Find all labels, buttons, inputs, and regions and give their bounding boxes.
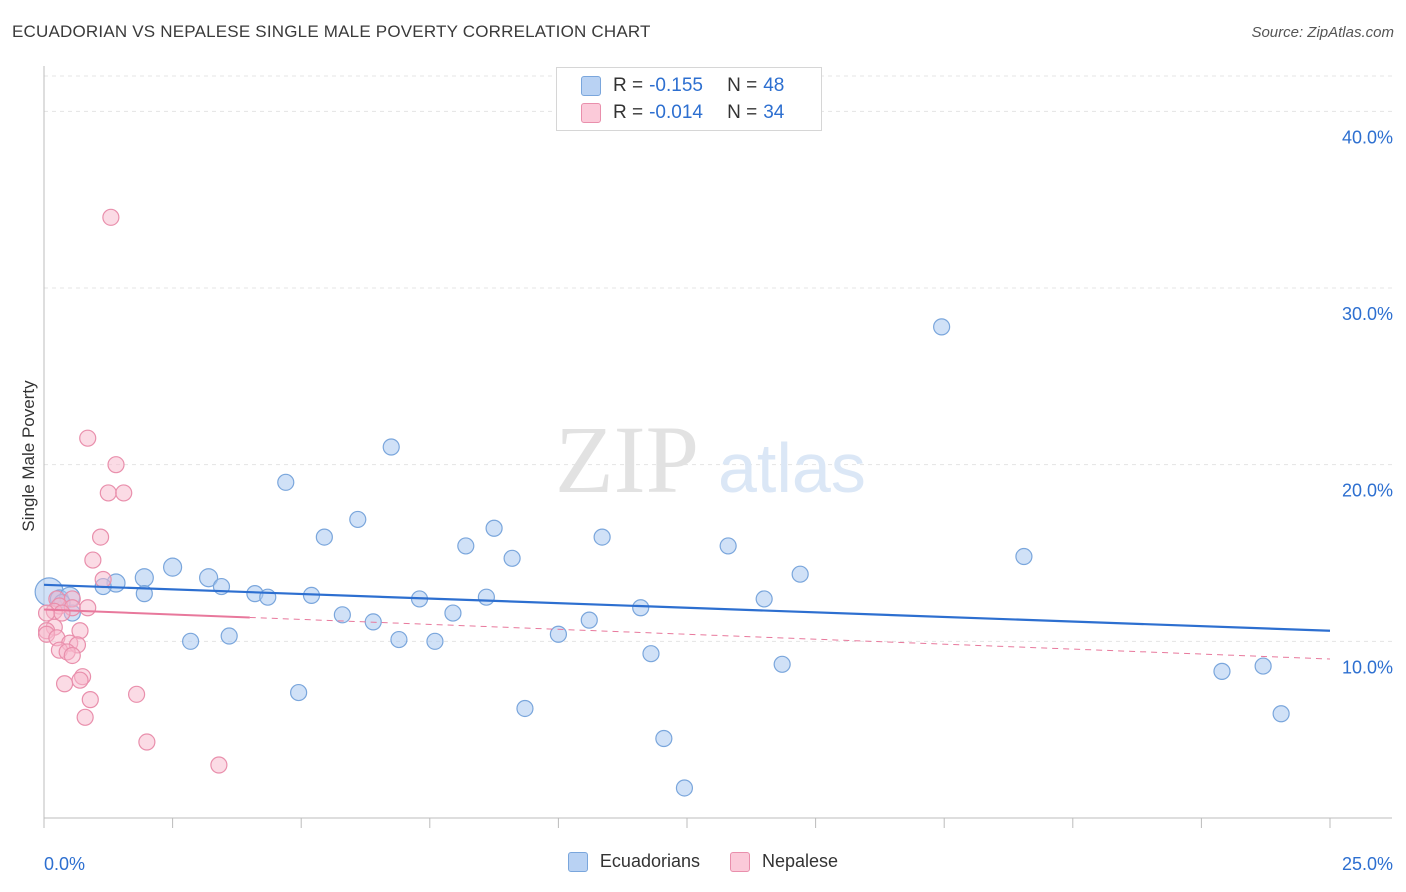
ecuadorian-point bbox=[349, 510, 367, 529]
trend-lines bbox=[43, 583, 1331, 660]
ecuadorian-point bbox=[1254, 657, 1272, 675]
nepalese-point bbox=[55, 675, 74, 693]
ecuadorian-point bbox=[444, 604, 462, 622]
ecuadorian-point bbox=[632, 599, 650, 617]
legend-r-label: R = bbox=[613, 102, 644, 123]
ecuadorians-swatch bbox=[567, 851, 588, 872]
legend-n-label: N = bbox=[727, 75, 758, 96]
ecuadorian-point bbox=[333, 606, 351, 624]
legend-label-ecuadorians: Ecuadorians bbox=[599, 851, 700, 871]
axis-layer: 10.0% 20.0% 30.0% 40.0% 0.0% 25.0% bbox=[43, 66, 1393, 874]
ecuadorian-point bbox=[1213, 662, 1231, 680]
watermark-zip: ZIP bbox=[555, 406, 699, 513]
ecuadorian-point bbox=[755, 590, 773, 608]
ecuadorian-point bbox=[134, 568, 154, 588]
legend-row-ecuadorians: R = -0.155 N = 48 bbox=[581, 74, 784, 98]
ecuadorian-point bbox=[503, 549, 521, 567]
ecuadorian-point bbox=[773, 655, 791, 673]
ecuadorian-point bbox=[1015, 547, 1033, 566]
nepalese-point bbox=[102, 208, 120, 226]
nepalese-point bbox=[210, 756, 228, 774]
watermark-atlas: atlas bbox=[718, 429, 866, 507]
ecuadorian-point bbox=[290, 683, 308, 702]
x-tick-label: 25.0% bbox=[1342, 854, 1393, 874]
ecuadorian-point bbox=[933, 318, 951, 336]
nepalese-points bbox=[37, 208, 228, 774]
ecuadorian-point bbox=[457, 537, 475, 555]
nepalese-swatch bbox=[730, 851, 750, 872]
series-legend: Ecuadorians Nepalese bbox=[0, 851, 1406, 872]
ecuadorian-point bbox=[655, 729, 673, 748]
ecuadorian-point bbox=[163, 557, 183, 577]
ecuadorian-point bbox=[549, 625, 568, 643]
ecuadorian-points bbox=[34, 318, 1290, 797]
y-tick-label: 40.0% bbox=[1342, 127, 1393, 147]
nepalese-point bbox=[99, 484, 117, 502]
chart-title: ECUADORIAN VS NEPALESE SINGLE MALE POVER… bbox=[12, 22, 651, 41]
nepalese-point bbox=[37, 604, 56, 622]
grid-layer bbox=[44, 75, 1392, 642]
nepalese-point bbox=[79, 429, 97, 447]
ecuadorian-point bbox=[135, 585, 153, 603]
ecuadorian-point bbox=[382, 438, 400, 456]
legend-label-nepalese: Nepalese bbox=[762, 851, 839, 871]
y-tick-label: 30.0% bbox=[1342, 304, 1393, 324]
nepalese-point bbox=[94, 570, 112, 589]
nepalese-point bbox=[91, 528, 110, 546]
legend-n-value: 48 bbox=[763, 75, 785, 96]
nepalese-trend-line-solid bbox=[43, 608, 250, 619]
ecuadorian-point bbox=[580, 611, 598, 629]
x-tick-label: 0.0% bbox=[44, 854, 85, 874]
nepalese-point bbox=[76, 708, 94, 726]
nepalese-point bbox=[127, 685, 146, 703]
ecuadorian-point bbox=[477, 588, 495, 606]
ecuadorian-trend-line bbox=[43, 583, 1331, 632]
nepalese-point bbox=[81, 691, 99, 709]
legend-item-nepalese[interactable]: Nepalese bbox=[730, 851, 838, 872]
legend-n-label: N = bbox=[727, 102, 758, 123]
nepalese-point bbox=[84, 551, 102, 569]
ecuadorian-point bbox=[485, 519, 503, 537]
nepalese-swatch bbox=[581, 103, 601, 123]
nepalese-point bbox=[71, 671, 89, 689]
nepalese-point bbox=[115, 484, 133, 502]
correlation-legend: R = -0.155 N = 48 R = -0.014 N = 34 bbox=[556, 67, 822, 131]
ecuadorians-swatch bbox=[581, 76, 601, 96]
nepalese-trend-line-dashed bbox=[249, 616, 1331, 660]
ecuadorian-point bbox=[182, 632, 200, 650]
legend-r-value: -0.155 bbox=[649, 75, 703, 96]
y-tick-label: 20.0% bbox=[1342, 481, 1393, 501]
ecuadorian-point bbox=[642, 645, 660, 663]
nepalese-point bbox=[79, 599, 97, 617]
ecuadorian-point bbox=[199, 568, 219, 588]
ecuadorian-point bbox=[719, 537, 737, 555]
ecuadorian-point bbox=[390, 630, 408, 649]
ecuadorian-point bbox=[277, 473, 295, 491]
ecuadorian-point bbox=[426, 632, 444, 650]
legend-item-ecuadorians[interactable]: Ecuadorians bbox=[567, 851, 700, 872]
ecuadorian-point bbox=[315, 528, 333, 546]
legend-row-nepalese: R = -0.014 N = 34 bbox=[581, 101, 784, 125]
ecuadorian-point bbox=[791, 565, 809, 583]
legend-n-value: 34 bbox=[763, 102, 785, 123]
legend-r-value: -0.014 bbox=[649, 102, 703, 123]
ecuadorian-point bbox=[593, 528, 611, 546]
nepalese-point bbox=[138, 733, 156, 751]
nepalese-point bbox=[63, 646, 81, 665]
ecuadorian-point bbox=[675, 779, 694, 797]
nepalese-point bbox=[53, 604, 71, 622]
y-axis-label: Single Male Poverty bbox=[19, 380, 38, 532]
ecuadorian-point bbox=[516, 699, 534, 718]
ecuadorian-point bbox=[1272, 705, 1290, 723]
ecuadorian-point bbox=[220, 627, 238, 645]
source-label: Source: ZipAtlas.com bbox=[1251, 24, 1394, 41]
nepalese-point bbox=[107, 456, 125, 474]
legend-r-label: R = bbox=[613, 75, 644, 96]
y-tick-label: 10.0% bbox=[1342, 657, 1393, 677]
